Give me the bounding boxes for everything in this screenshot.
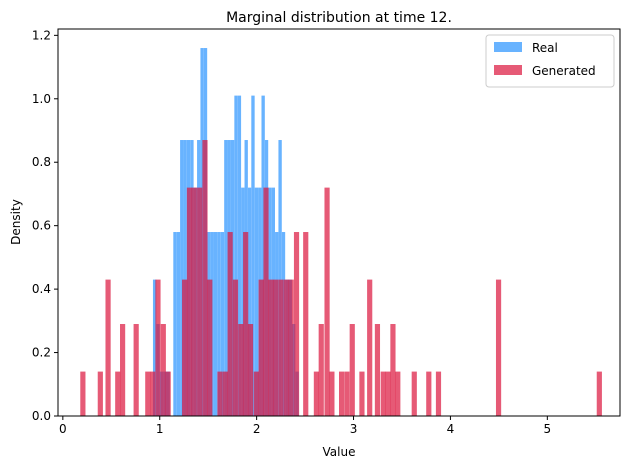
bar-generated-37 (329, 371, 335, 416)
bar-generated-50 (435, 371, 442, 416)
bar-real-8 (183, 140, 187, 416)
bar-generated-34 (313, 371, 319, 416)
bar-generated-3 (115, 371, 121, 416)
series-generated-bars (80, 140, 602, 416)
bar-generated-43 (374, 324, 381, 416)
bar-generated-28 (273, 279, 279, 416)
bar-real-6 (176, 232, 181, 416)
bar-generated-12 (186, 187, 193, 416)
bar-real-18 (217, 232, 221, 416)
bar-generated-42 (367, 279, 373, 416)
bar-generated-36 (324, 187, 330, 416)
bar-generated-7 (150, 371, 156, 416)
bar-generated-24 (253, 371, 259, 416)
bar-real-19 (220, 232, 225, 416)
bar-generated-39 (344, 371, 350, 416)
bar-real-17 (214, 232, 218, 416)
legend-label-generated: Generated (532, 64, 596, 78)
bar-generated-20 (232, 279, 239, 416)
bar-generated-10 (165, 371, 171, 416)
bar-generated-35 (318, 324, 324, 416)
x-tick-label: 3 (350, 422, 358, 436)
bar-generated-8 (155, 279, 161, 416)
bar-generated-30 (283, 279, 289, 416)
bar-real-5 (173, 232, 177, 416)
legend-swatch-real (494, 42, 522, 52)
bar-generated-26 (263, 187, 269, 416)
bar-generated-19 (227, 232, 233, 416)
bar-generated-44 (380, 371, 386, 416)
y-tick-label: 0.6 (32, 219, 51, 233)
bar-generated-0 (80, 371, 86, 416)
bar-generated-15 (202, 140, 208, 416)
bar-generated-25 (258, 279, 264, 416)
bar-generated-33 (303, 232, 309, 416)
y-tick-label: 1.2 (32, 28, 51, 42)
y-axis: 0.0 0.2 0.4 0.6 0.8 1.0 1.2 (32, 28, 58, 423)
bar-generated-48 (411, 371, 417, 416)
x-tick-label: 1 (156, 422, 164, 436)
bar-real-28 (251, 95, 255, 417)
bar-generated-29 (278, 279, 284, 416)
bar-generated-2 (105, 279, 111, 416)
legend-swatch-generated (494, 65, 522, 75)
bar-generated-13 (191, 187, 197, 416)
bar-generated-11 (182, 279, 188, 416)
plot-area-frame (57, 28, 621, 417)
bar-generated-17 (217, 371, 223, 416)
bar-generated-6 (145, 371, 151, 416)
bar-generated-21 (238, 324, 244, 416)
bar-generated-32 (293, 232, 300, 416)
bar-generated-46 (390, 324, 396, 416)
bar-real-27 (247, 187, 252, 416)
y-tick-label: 0.0 (32, 409, 51, 423)
bar-generated-52 (596, 371, 602, 416)
bar-real-7 (180, 140, 184, 416)
chart-title: Marginal distribution at time 12. (226, 10, 452, 26)
bar-generated-45 (385, 371, 391, 416)
y-axis-label: Density (9, 199, 23, 245)
bar-generated-9 (160, 324, 166, 416)
bar-generated-4 (120, 324, 126, 416)
bar-generated-14 (197, 187, 203, 416)
x-axis: 0 1 2 3 4 5 (59, 416, 551, 436)
bar-real-24 (237, 95, 242, 417)
bar-generated-38 (339, 371, 345, 416)
bar-generated-47 (395, 371, 401, 416)
bar-generated-22 (243, 232, 249, 416)
y-tick-label: 1.0 (32, 92, 51, 106)
legend-label-real: Real (532, 41, 558, 55)
x-axis-label: Value (323, 445, 356, 459)
bar-generated-5 (133, 324, 139, 416)
bar-real-25 (241, 187, 245, 416)
x-tick-label: 2 (253, 422, 261, 436)
x-tick-label: 5 (544, 422, 552, 436)
bar-real-36 (278, 140, 282, 416)
legend: Real Generated (485, 34, 615, 88)
bar-real-20 (224, 140, 228, 416)
x-tick-label: 0 (59, 422, 67, 436)
bar-generated-51 (495, 279, 502, 416)
bar-generated-49 (426, 371, 432, 416)
bar-generated-1 (97, 371, 103, 416)
bar-generated-31 (288, 279, 294, 416)
y-tick-label: 0.4 (32, 282, 51, 296)
bar-real-29 (254, 187, 259, 416)
bar-generated-23 (247, 324, 254, 416)
bar-generated-41 (359, 371, 365, 416)
bar-generated-40 (349, 324, 355, 416)
y-tick-label: 0.2 (32, 346, 51, 360)
bar-real-0 (152, 279, 157, 416)
bar-generated-16 (207, 279, 213, 416)
bar-real-31 (261, 95, 265, 417)
bar-generated-18 (222, 371, 228, 416)
bar-generated-27 (268, 279, 274, 416)
bar-real-23 (234, 95, 238, 417)
x-tick-label: 4 (447, 422, 455, 436)
y-tick-label: 0.8 (32, 155, 51, 169)
